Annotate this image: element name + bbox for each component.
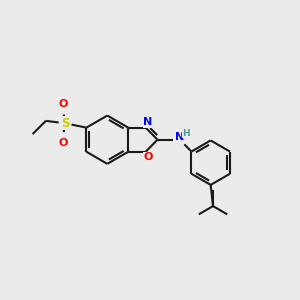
Text: O: O bbox=[58, 99, 68, 109]
Text: S: S bbox=[61, 117, 69, 130]
Text: O: O bbox=[58, 138, 68, 148]
Text: N: N bbox=[143, 117, 153, 127]
Text: N: N bbox=[175, 132, 184, 142]
Text: O: O bbox=[143, 152, 153, 162]
Text: H: H bbox=[182, 129, 190, 138]
